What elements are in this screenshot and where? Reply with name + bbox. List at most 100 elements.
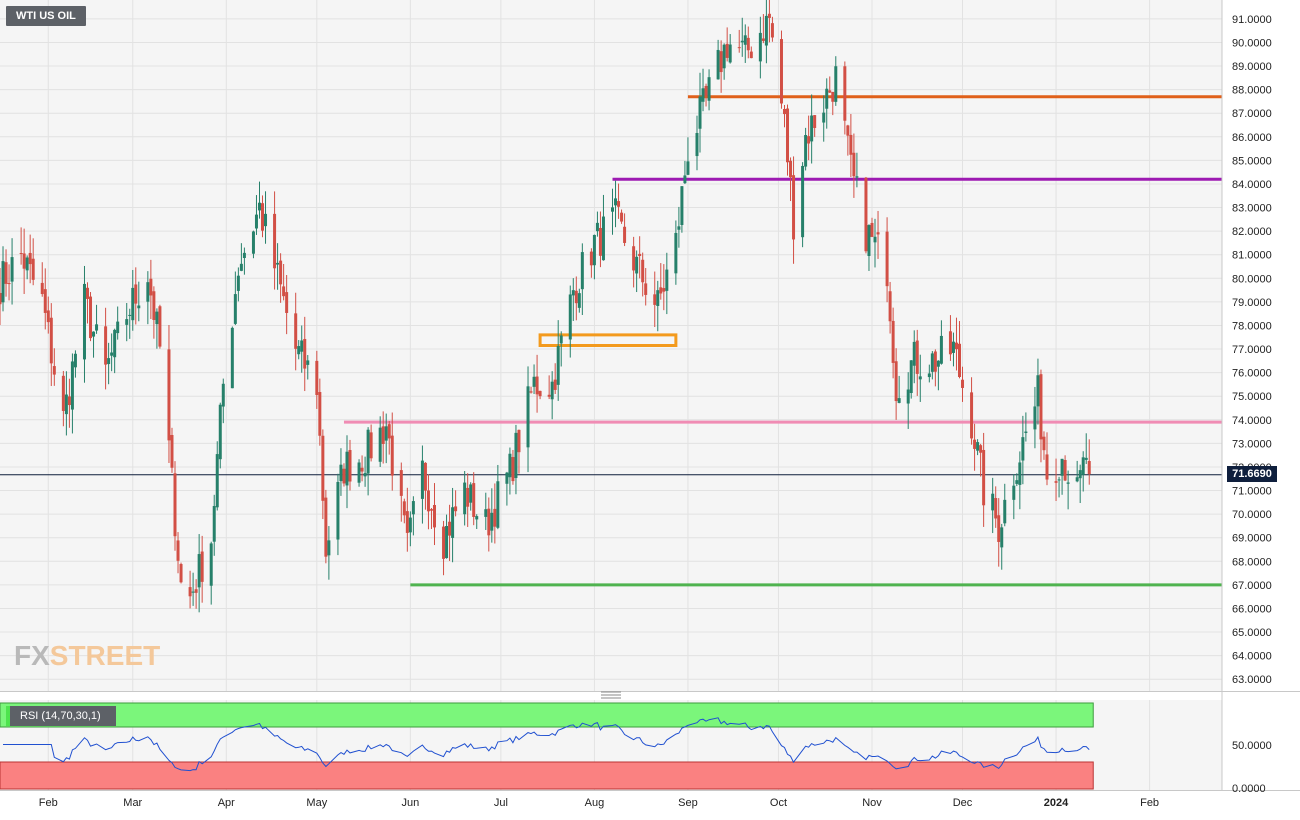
candle-body	[95, 324, 99, 331]
candle	[897, 375, 901, 404]
candle-body	[52, 366, 56, 375]
candle	[659, 263, 663, 300]
candle-body	[786, 108, 790, 163]
candle	[257, 181, 261, 219]
candle	[149, 259, 153, 320]
candle-body	[137, 305, 141, 309]
candle-body	[70, 361, 74, 410]
candle-body	[104, 326, 108, 365]
candle	[200, 535, 204, 603]
candle-body	[641, 259, 645, 283]
candle	[125, 303, 129, 342]
candle	[954, 317, 958, 371]
candle-body	[1063, 460, 1067, 481]
candle	[429, 507, 433, 529]
candle	[1000, 523, 1004, 570]
candle	[638, 236, 642, 279]
candle	[846, 124, 850, 156]
candle	[951, 332, 955, 367]
candle	[1057, 476, 1061, 498]
candle-body	[553, 379, 557, 390]
candle	[218, 402, 222, 469]
candle	[155, 308, 159, 349]
candle	[1045, 432, 1049, 486]
candle	[285, 275, 289, 335]
candle	[722, 43, 726, 80]
candle-body	[662, 288, 666, 292]
candle	[70, 353, 74, 434]
candle	[19, 227, 23, 265]
price-tick-label: 87.0000	[1232, 108, 1272, 120]
time-tick-label: Mar	[123, 797, 142, 809]
candle	[834, 56, 838, 106]
candle	[906, 372, 910, 429]
price-tick-label: 82.0000	[1232, 226, 1272, 238]
candle-body	[698, 96, 702, 129]
candle-body	[387, 424, 391, 439]
candle	[792, 156, 796, 264]
candle-body	[656, 290, 660, 306]
candle	[743, 24, 747, 63]
rsi-oversold-zone	[0, 761, 1094, 790]
candle-body	[345, 451, 349, 486]
candle	[303, 316, 307, 392]
candle	[273, 191, 277, 290]
candle-body	[930, 353, 934, 372]
candle	[656, 280, 660, 332]
price-tick-label: 83.0000	[1232, 203, 1272, 215]
candle	[704, 83, 708, 107]
candle-body	[490, 512, 494, 531]
candle-body	[423, 462, 427, 491]
time-tick-label: Jun	[401, 797, 419, 809]
candle-body	[176, 540, 180, 561]
candle	[939, 320, 943, 365]
candle-body	[429, 509, 433, 511]
candle	[617, 183, 621, 219]
candle-body	[306, 360, 310, 365]
candle-body	[828, 90, 832, 93]
time-tick-label: 2024	[1044, 797, 1069, 809]
candle-body	[363, 473, 367, 477]
candle	[179, 562, 183, 584]
candle	[176, 532, 180, 574]
candle-body	[420, 460, 424, 499]
candle	[801, 162, 805, 248]
candle	[568, 285, 572, 358]
candle	[577, 288, 581, 313]
candle	[426, 474, 430, 530]
candle	[146, 271, 150, 325]
candle-body	[970, 392, 974, 439]
candle-body	[695, 132, 699, 157]
candle-body	[623, 226, 627, 243]
candle	[348, 439, 352, 491]
candle	[807, 115, 811, 161]
candle-body	[261, 203, 265, 231]
candle	[73, 350, 77, 378]
candle-body	[303, 338, 307, 369]
price-tick-label: 66.0000	[1232, 603, 1272, 615]
candle	[598, 211, 602, 268]
candle	[873, 218, 877, 268]
candle-body	[571, 290, 575, 296]
candle-body	[789, 160, 793, 178]
candle-body	[997, 515, 1001, 542]
candle-body	[339, 464, 343, 482]
candle	[701, 68, 705, 112]
candle-body	[324, 497, 328, 557]
candle-body	[64, 394, 68, 415]
candle-body	[876, 232, 880, 235]
candle-body	[239, 263, 243, 271]
candle-body	[517, 429, 521, 453]
candle	[31, 238, 35, 286]
candle-body	[426, 490, 430, 512]
candle-body	[146, 282, 150, 302]
candle-body	[279, 260, 283, 285]
price-tick-label: 68.0000	[1232, 556, 1272, 568]
candle-body	[550, 381, 554, 400]
candle	[239, 243, 243, 272]
candle	[553, 363, 557, 395]
candle	[825, 78, 829, 129]
candle	[1, 246, 5, 312]
candle-body	[538, 390, 542, 397]
